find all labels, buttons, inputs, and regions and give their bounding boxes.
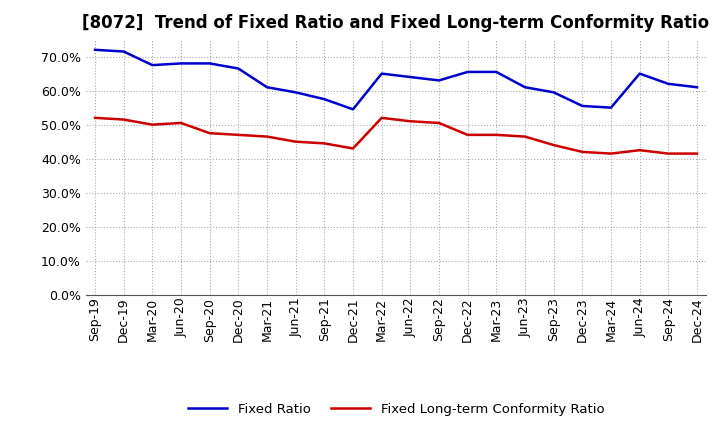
Title: [8072]  Trend of Fixed Ratio and Fixed Long-term Conformity Ratio: [8072] Trend of Fixed Ratio and Fixed Lo… — [82, 15, 710, 33]
Fixed Ratio — [549, 90, 558, 95]
Fixed Ratio — [205, 61, 214, 66]
Fixed Long-term Conformity Ratio — [91, 115, 99, 121]
Fixed Long-term Conformity Ratio — [120, 117, 128, 122]
Fixed Ratio — [492, 69, 500, 74]
Fixed Ratio — [348, 107, 357, 112]
Fixed Ratio — [521, 84, 529, 90]
Fixed Ratio — [176, 61, 185, 66]
Fixed Long-term Conformity Ratio — [664, 151, 672, 156]
Fixed Long-term Conformity Ratio — [148, 122, 157, 127]
Fixed Ratio — [607, 105, 616, 110]
Fixed Long-term Conformity Ratio — [607, 151, 616, 156]
Fixed Ratio — [664, 81, 672, 87]
Fixed Long-term Conformity Ratio — [492, 132, 500, 138]
Fixed Ratio — [578, 103, 587, 109]
Fixed Long-term Conformity Ratio — [635, 147, 644, 153]
Fixed Long-term Conformity Ratio — [234, 132, 243, 138]
Fixed Long-term Conformity Ratio — [464, 132, 472, 138]
Line: Fixed Ratio: Fixed Ratio — [95, 50, 697, 110]
Fixed Long-term Conformity Ratio — [549, 143, 558, 148]
Fixed Ratio — [635, 71, 644, 76]
Fixed Ratio — [263, 84, 271, 90]
Legend: Fixed Ratio, Fixed Long-term Conformity Ratio: Fixed Ratio, Fixed Long-term Conformity … — [182, 397, 610, 421]
Fixed Ratio — [91, 47, 99, 52]
Fixed Ratio — [292, 90, 300, 95]
Fixed Ratio — [406, 74, 415, 80]
Fixed Ratio — [464, 69, 472, 74]
Fixed Long-term Conformity Ratio — [578, 149, 587, 154]
Fixed Long-term Conformity Ratio — [205, 131, 214, 136]
Fixed Long-term Conformity Ratio — [320, 141, 328, 146]
Fixed Ratio — [693, 84, 701, 90]
Fixed Long-term Conformity Ratio — [435, 120, 444, 125]
Fixed Long-term Conformity Ratio — [348, 146, 357, 151]
Fixed Long-term Conformity Ratio — [176, 120, 185, 125]
Fixed Long-term Conformity Ratio — [406, 119, 415, 124]
Fixed Ratio — [377, 71, 386, 76]
Fixed Long-term Conformity Ratio — [292, 139, 300, 144]
Fixed Ratio — [120, 49, 128, 54]
Fixed Long-term Conformity Ratio — [521, 134, 529, 139]
Fixed Long-term Conformity Ratio — [693, 151, 701, 156]
Fixed Ratio — [148, 62, 157, 68]
Line: Fixed Long-term Conformity Ratio: Fixed Long-term Conformity Ratio — [95, 118, 697, 154]
Fixed Long-term Conformity Ratio — [263, 134, 271, 139]
Fixed Long-term Conformity Ratio — [377, 115, 386, 121]
Fixed Ratio — [320, 96, 328, 102]
Fixed Ratio — [234, 66, 243, 71]
Fixed Ratio — [435, 78, 444, 83]
